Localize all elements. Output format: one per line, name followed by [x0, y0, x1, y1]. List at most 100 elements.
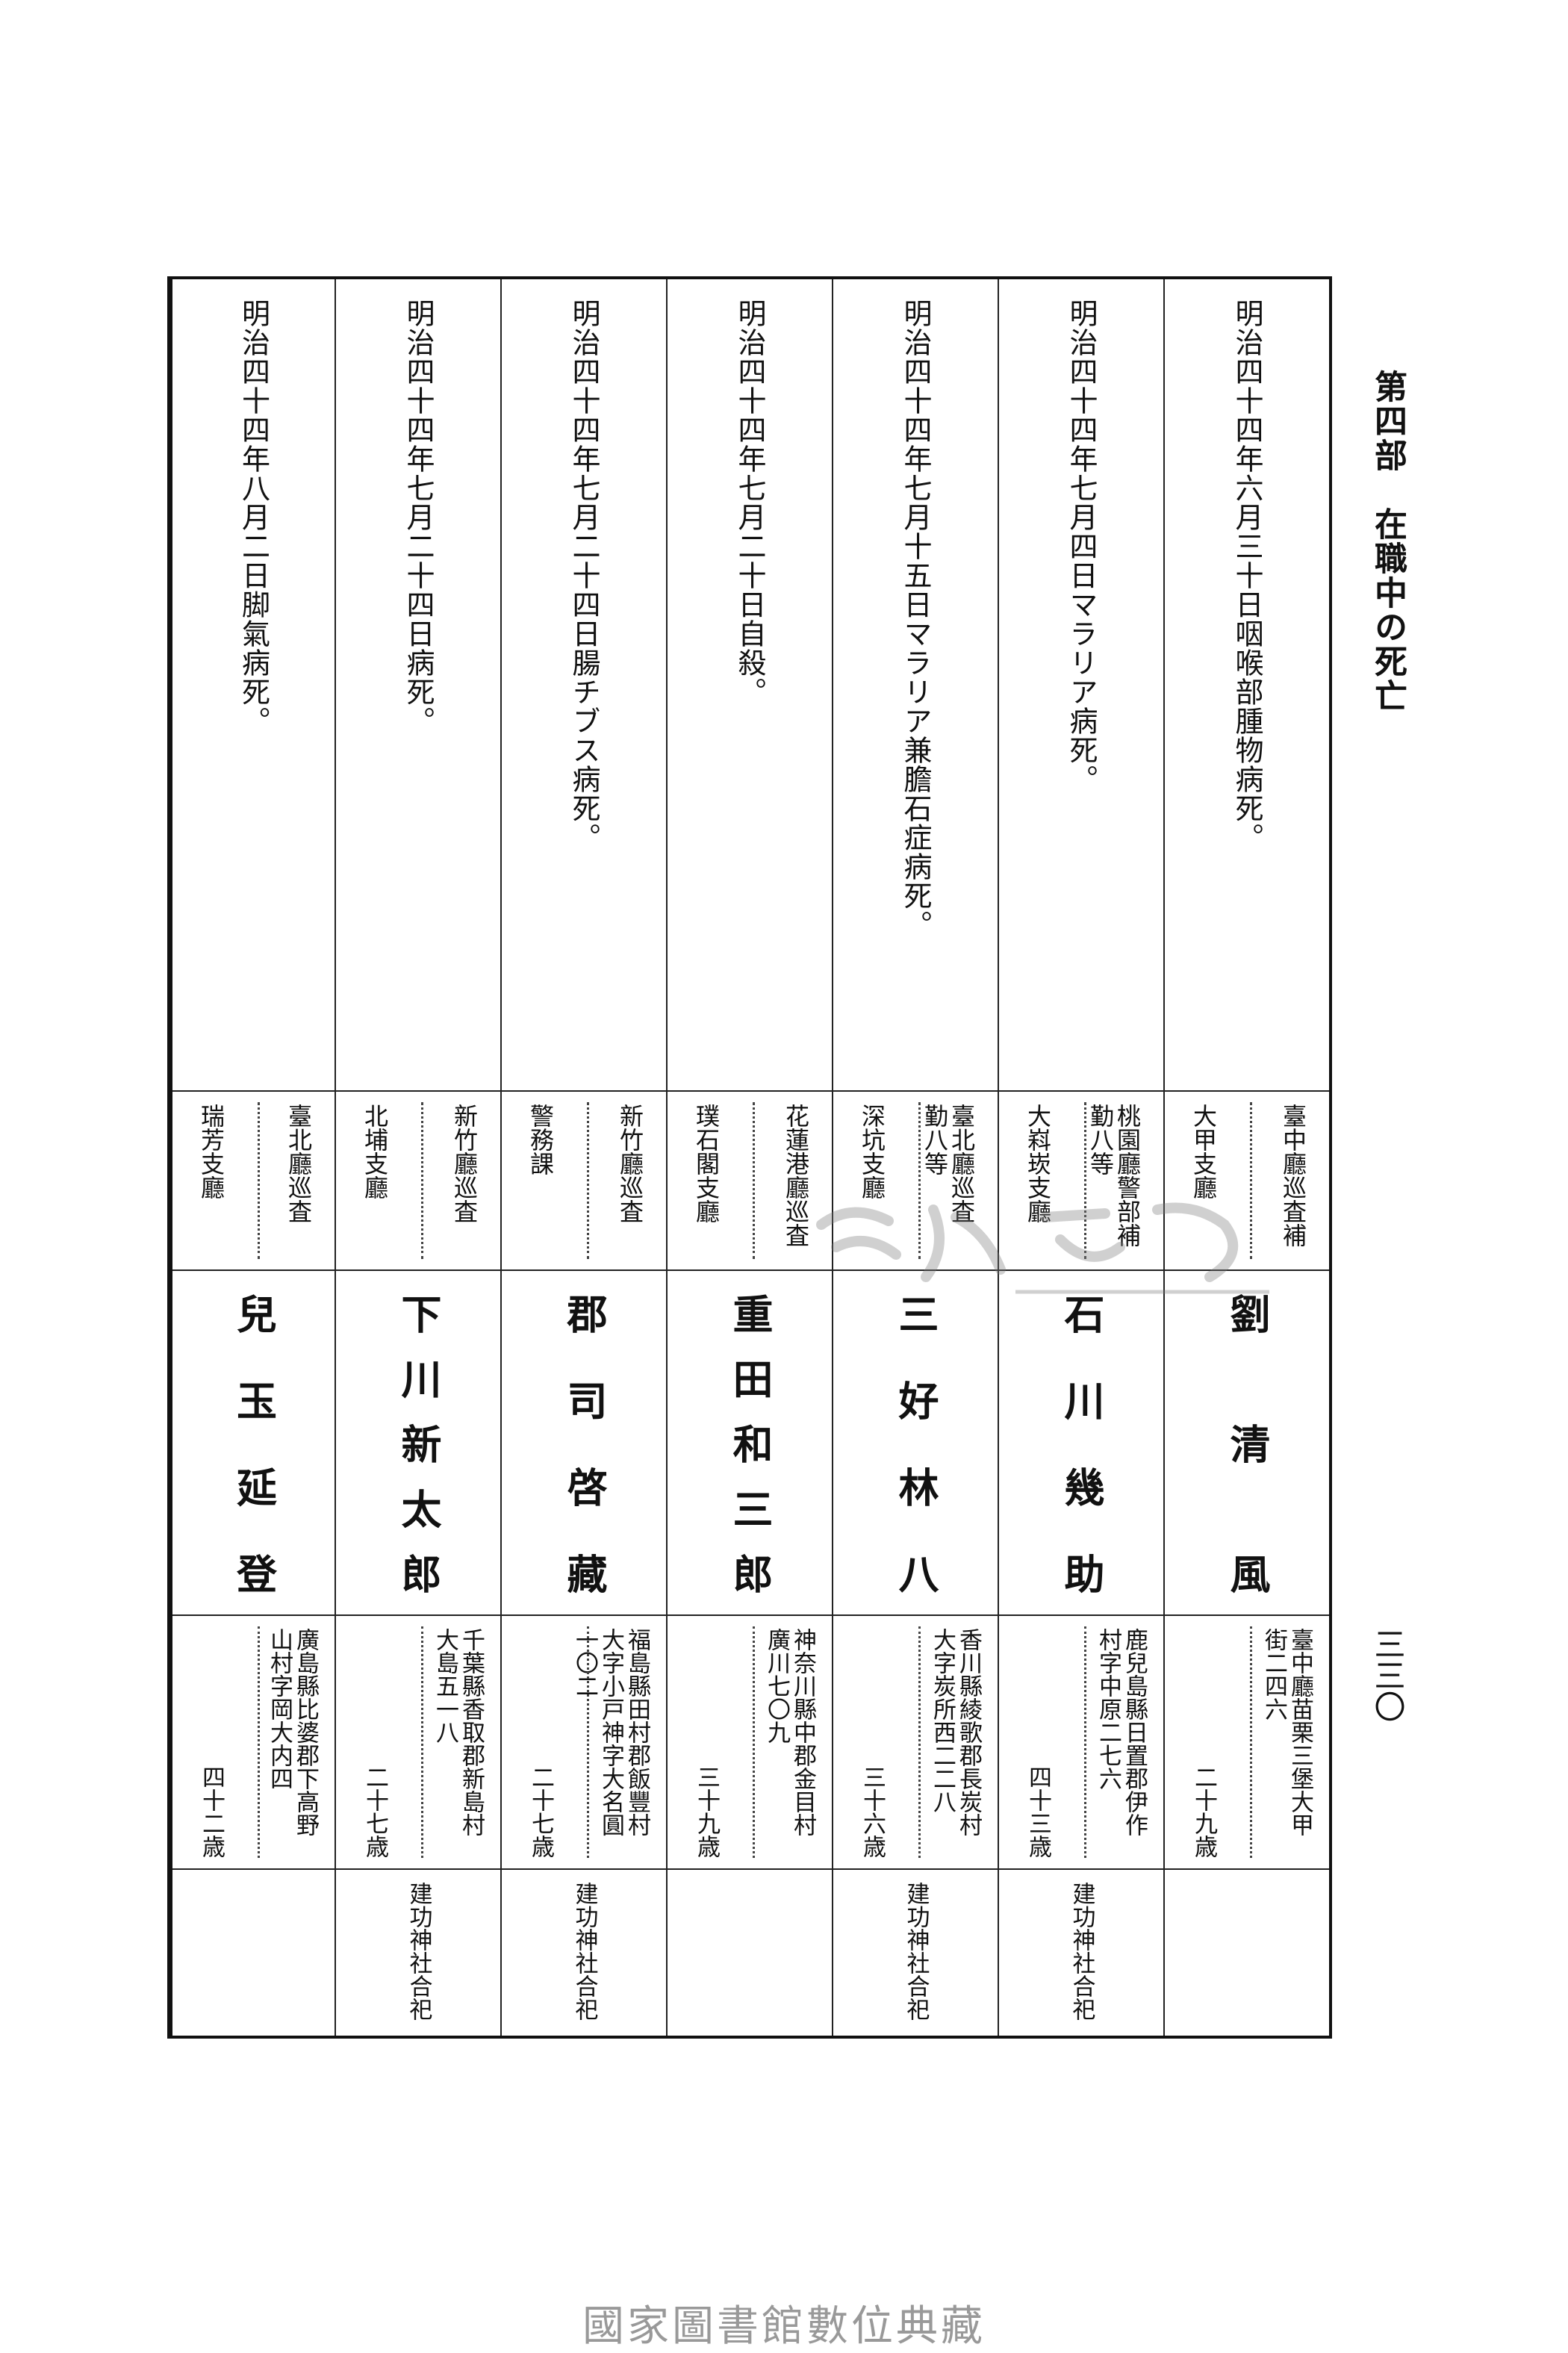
person-name: 下川新太郎	[394, 1293, 442, 1618]
address-cell: 香川縣綾歌郡長炭村 大字炭所西二二八三十六歳	[833, 1614, 998, 1868]
address-line: 大字小戸神字大名圓	[597, 1628, 624, 1836]
position: 臺中廳巡査補	[1279, 1104, 1307, 1247]
position: 花蓮港廳巡査	[782, 1104, 810, 1247]
office: 璞石閣支廳	[692, 1104, 721, 1223]
position-line: 勤八等	[1086, 1104, 1115, 1175]
person-name: 郡司啓藏	[560, 1293, 608, 1640]
age: 四十三歳	[1024, 1765, 1051, 1858]
record-column: 明治四十四年七月二十四日腸チブス病死。新竹廳巡査 警務課郡司啓藏 福島縣田村郡飯豐村…	[500, 279, 666, 2036]
note-cell	[1165, 1868, 1329, 2036]
record-column: 明治四十四年七月二十四日病死。新竹廳巡査 北埔支廳下川新太郎 千葉縣香取郡新島村 大島…	[335, 279, 500, 2036]
position-cell: 新竹廳巡査 北埔支廳	[336, 1090, 500, 1269]
address-line: 臺中廳苗栗三堡大甲	[1287, 1628, 1313, 1836]
section-title: 第四部 在職中の死亡	[1369, 370, 1407, 713]
note-cell: 建功神社合祀	[833, 1868, 998, 2036]
date-cell: 明治四十四年七月四日マラリア病死。	[999, 279, 1163, 1090]
note-cell: 建功神社合祀	[336, 1868, 500, 2036]
age: 三十六歳	[859, 1765, 886, 1858]
position-cell: 桃園廳警部補 勤八等 大嵙崁支廳	[999, 1090, 1163, 1269]
note-cell	[172, 1868, 335, 2036]
address-line: 福島縣田村郡飯豐村	[623, 1628, 650, 1836]
record-column: 明治四十四年六月三十日咽喉部腫物病死。 臺中廳巡査補 大甲支廳 劉清風 臺中廳苗栗三堡大…	[1163, 279, 1329, 2036]
office: 大嵙崁支廳	[1024, 1104, 1052, 1223]
age: 二十七歳	[527, 1765, 554, 1858]
enshrinement-note: 建功神社合祀	[570, 1882, 598, 2021]
address-cell: 臺中廳苗栗三堡大甲 街二四六二十九歳	[1165, 1614, 1329, 1868]
position-line: 桃園廳警部補	[1113, 1104, 1142, 1247]
address-line: 鹿兒島縣日置郡伊作	[1121, 1628, 1148, 1836]
position-cell: 新竹廳巡査 警務課	[502, 1090, 666, 1269]
position-line: 臺北廳巡査	[284, 1104, 313, 1223]
address-line: 香川縣綾歌郡長炭村	[955, 1628, 982, 1836]
address-cell: 千葉縣香取郡新島村 大島五一八 二十七歳	[336, 1614, 500, 1868]
position-line: 勤八等	[921, 1104, 949, 1175]
address-cell: 福島縣田村郡飯豐村 大字小戸神字大名圓 一〇二二十七歳	[502, 1614, 666, 1868]
office: 北埔支廳	[361, 1104, 389, 1199]
age: 二十九歳	[1190, 1765, 1217, 1858]
dotted-divider	[421, 1102, 423, 1259]
death-date-cause: 明治四十四年八月二日脚氣病死。	[237, 299, 270, 736]
footer-credit: 國家圖書館數位典藏	[582, 2302, 986, 2351]
address: 臺中廳苗栗三堡大甲 街二四六	[1260, 1628, 1313, 1836]
death-date-cause: 明治四十四年七月十五日マラリア兼膽石症病死。	[899, 299, 932, 939]
person-name: 三好林八	[892, 1293, 939, 1640]
name-cell: 下川新太郎	[336, 1269, 500, 1618]
dotted-divider	[1084, 1626, 1086, 1858]
position-cell: 臺北廳巡査 瑞芳支廳	[172, 1090, 335, 1269]
address: 香川縣綾歌郡長炭村 大字炭所西二二八	[929, 1628, 982, 1836]
record-column: 明治四十四年八月二日脚氣病死。臺北廳巡査 瑞芳支廳兒玉延登 廣島縣比婆郡下高野 山村字…	[172, 279, 335, 2036]
dotted-divider	[587, 1626, 589, 1858]
address-line: 千葉縣香取郡新島村	[458, 1628, 485, 1836]
dotted-divider	[1250, 1102, 1252, 1259]
position-cell: 花蓮港廳巡査 璞石閣支廳	[668, 1090, 832, 1269]
death-date-cause: 明治四十四年七月二十四日腸チブス病死。	[567, 299, 600, 852]
position-cell: 臺北廳巡査 勤八等 深坑支廳	[833, 1090, 998, 1269]
death-date-cause: 明治四十四年七月二十日自殺。	[733, 299, 766, 706]
person-name: 重田和三郎	[726, 1293, 774, 1618]
age: 四十二歳	[198, 1765, 225, 1858]
office: 大甲支廳	[1189, 1104, 1218, 1199]
position: 桃園廳警部補 勤八等	[1086, 1104, 1142, 1247]
note-cell: 建功神社合祀	[999, 1868, 1163, 2036]
dotted-divider	[918, 1102, 921, 1259]
age: 二十七歳	[361, 1765, 388, 1858]
office: 警務課	[526, 1104, 555, 1175]
note-cell	[668, 1868, 832, 2036]
death-date-cause: 明治四十四年七月四日マラリア病死。	[1065, 299, 1098, 794]
enshrinement-note: 建功神社合祀	[405, 1882, 432, 2021]
dotted-divider	[918, 1626, 921, 1858]
address-line: 街二四六	[1260, 1628, 1287, 1721]
date-cell: 明治四十四年七月二十四日病死。	[336, 279, 500, 1090]
name-cell: 劉清風	[1165, 1269, 1329, 1683]
death-date-cause: 明治四十四年七月二十四日病死。	[402, 299, 435, 736]
position: 臺北廳巡査	[284, 1104, 313, 1223]
position-line: 臺中廳巡査補	[1279, 1104, 1307, 1247]
name-cell: 三好林八	[833, 1269, 998, 1640]
office: 深坑支廳	[858, 1104, 886, 1199]
person-name: 劉清風	[1223, 1293, 1271, 1683]
enshrinement-note: 建功神社合祀	[1068, 1882, 1095, 2021]
address: 廣島縣比婆郡下高野 山村字岡大内四	[266, 1628, 319, 1836]
position-line: 花蓮港廳巡査	[782, 1104, 810, 1247]
age: 三十九歳	[693, 1765, 720, 1858]
person-name: 石川幾助	[1057, 1293, 1105, 1640]
record-column: 明治四十四年七月二十日自殺。 花蓮港廳巡査 璞石閣支廳 重田和三郎 神奈川縣中郡金目村廣…	[666, 279, 832, 2036]
position-line: 新竹廳巡査	[450, 1104, 479, 1223]
name-cell: 兒玉延登	[172, 1269, 335, 1640]
position-line: 新竹廳巡査	[616, 1104, 644, 1223]
position: 新竹廳巡査	[616, 1104, 644, 1223]
address: 神奈川縣中郡金目村 廣川七〇九	[763, 1628, 816, 1836]
dotted-divider	[258, 1626, 260, 1858]
address-line: 大字炭所西二二八	[929, 1628, 956, 1813]
address-line: 神奈川縣中郡金目村	[789, 1628, 816, 1836]
position: 新竹廳巡査	[450, 1104, 479, 1223]
address-cell: 神奈川縣中郡金目村 廣川七〇九三十九歳	[668, 1614, 832, 1868]
office: 瑞芳支廳	[197, 1104, 225, 1199]
address-line: 廣島縣比婆郡下高野	[292, 1628, 319, 1836]
position-cell: 臺中廳巡査補 大甲支廳	[1165, 1090, 1329, 1269]
address-line: 一〇二	[571, 1628, 598, 1697]
note-cell: 建功神社合祀	[502, 1868, 666, 2036]
dotted-divider	[1250, 1626, 1252, 1858]
dotted-divider	[753, 1626, 755, 1858]
name-cell: 石川幾助	[999, 1269, 1163, 1640]
